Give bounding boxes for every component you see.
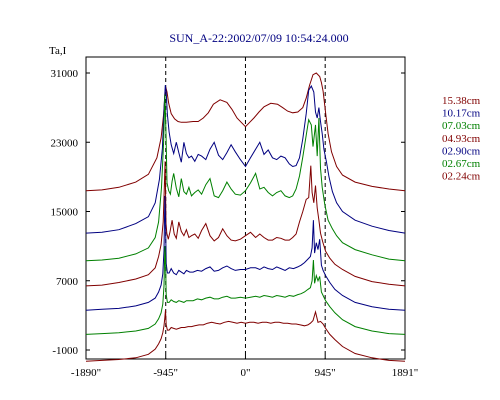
legend-entry: 15.38cm xyxy=(442,95,481,107)
legend-entry: 02.67cm xyxy=(442,158,481,170)
y-axis-label: Ta,I xyxy=(49,45,67,57)
y-tick-label: 15000 xyxy=(51,207,79,219)
x-tick-label: -1890" xyxy=(71,367,101,379)
y-tick-label: 23000 xyxy=(51,137,79,149)
legend-entry: 02.24cm xyxy=(442,171,481,183)
series-line-6 xyxy=(85,309,406,362)
legend-entry: 07.03cm xyxy=(442,120,481,132)
x-tick-label: 1891" xyxy=(392,367,419,379)
y-tick-label: -1000 xyxy=(52,345,78,357)
legend: 15.38cm10.17cm07.03cm04.93cm02.90cm02.67… xyxy=(442,95,481,183)
axis-ticks: 31000 23000 15000 7000 -1000 -1890" -945" 0" 945… xyxy=(51,68,419,379)
x-tick-label: 945" xyxy=(315,367,336,379)
legend-entry: 10.17cm xyxy=(442,108,481,120)
series-layer xyxy=(85,72,406,362)
x-tick-label: 0" xyxy=(240,367,250,379)
legend-entry: 04.93cm xyxy=(442,133,481,145)
series-line-3 xyxy=(85,161,406,287)
series-line-0 xyxy=(85,72,406,192)
reference-lines xyxy=(165,57,326,359)
series-line-1 xyxy=(85,84,406,234)
series-line-5 xyxy=(85,246,406,335)
chart-title: SUN_A-22:2002/07/09 10:54:24.000 xyxy=(169,31,348,45)
legend-entry: 02.90cm xyxy=(442,145,481,157)
y-tick-label: 7000 xyxy=(56,276,79,288)
y-tick-label: 31000 xyxy=(51,68,79,80)
x-tick-label: -945" xyxy=(153,367,178,379)
series-line-4 xyxy=(85,195,406,311)
series-line-2 xyxy=(85,94,406,262)
